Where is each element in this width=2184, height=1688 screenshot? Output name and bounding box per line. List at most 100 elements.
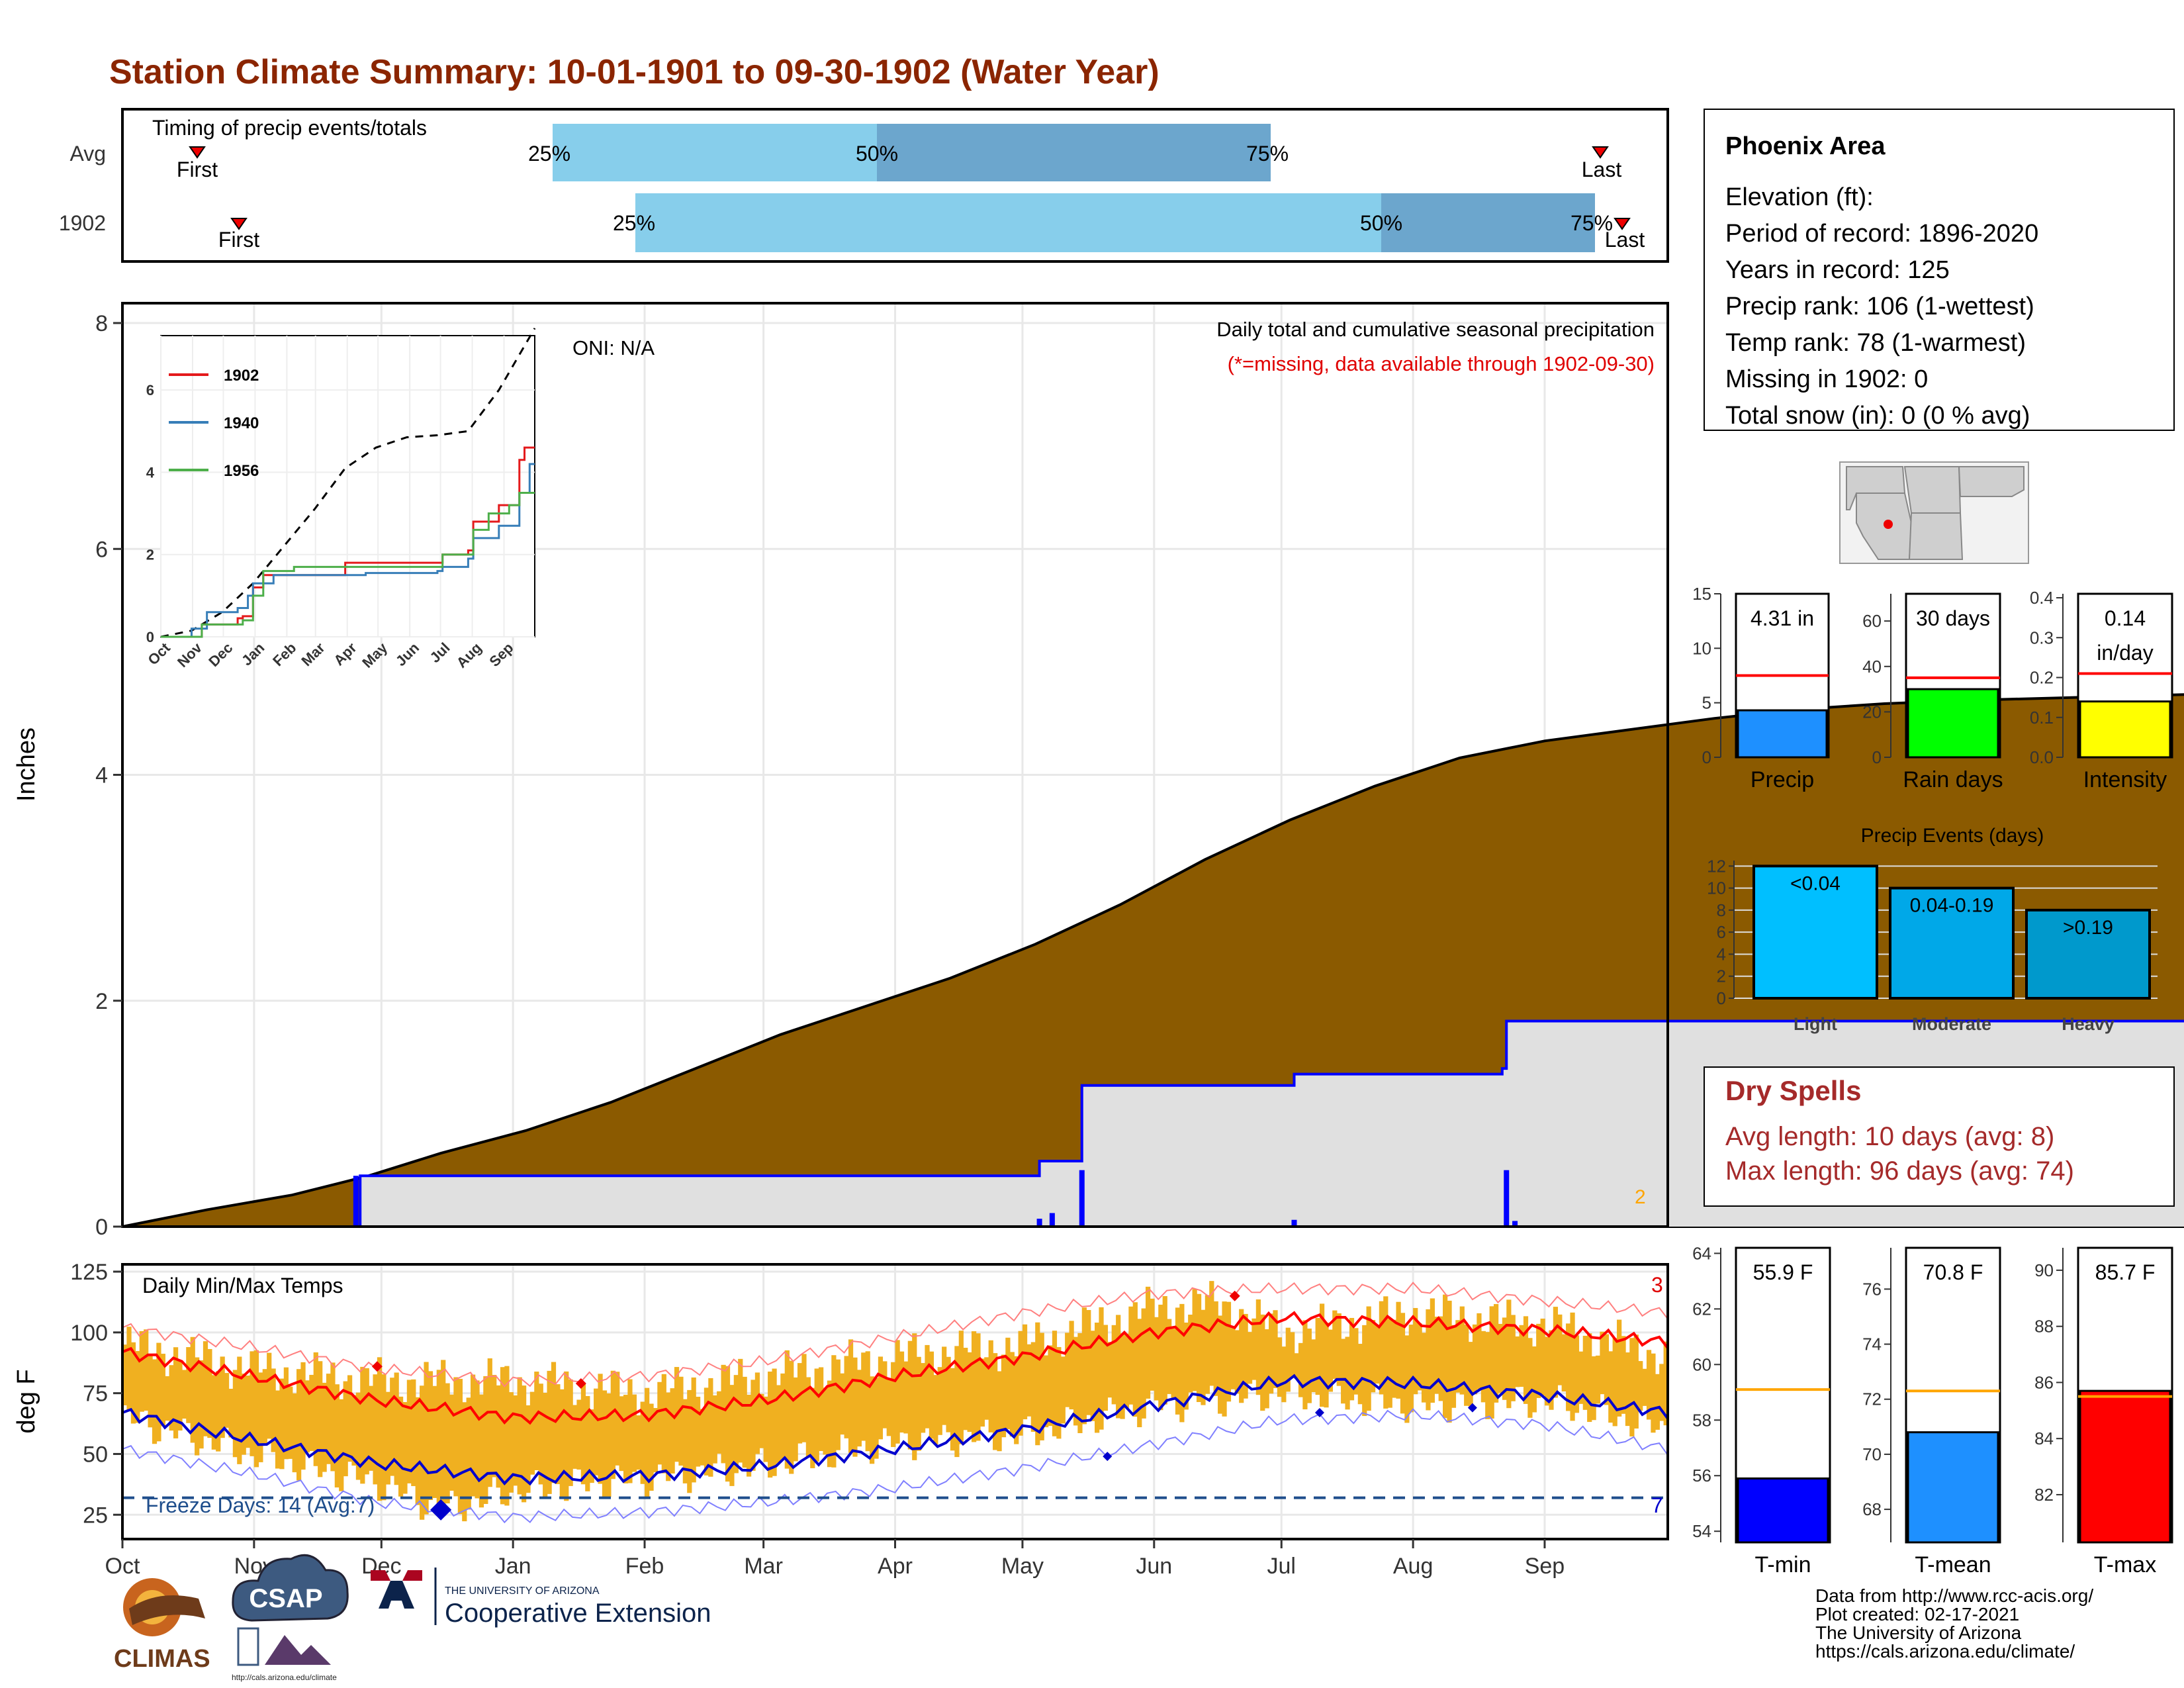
- daily-temp-range-220: [1056, 1346, 1062, 1439]
- daily-temp-range-281: [1315, 1317, 1320, 1395]
- daily-temp-range-89: [500, 1367, 506, 1505]
- daily-temp-range-26: [232, 1370, 238, 1458]
- daily-temp-range-278: [1302, 1320, 1308, 1410]
- daily-temp-range-210: [1014, 1356, 1019, 1444]
- daily-temp-range-1: [126, 1327, 132, 1412]
- daily-temp-range-37: [279, 1378, 285, 1470]
- daily-temp-range-232: [1107, 1342, 1113, 1398]
- daily-temp-range-332: [1531, 1346, 1537, 1413]
- daily-temp-range-222: [1065, 1333, 1070, 1407]
- avg-timing-bar-mid: [877, 124, 1271, 181]
- daily-temp-range-191: [933, 1375, 938, 1445]
- daily-temp-range-109: [585, 1395, 590, 1491]
- footer-line-ua: The University of Arizona: [1815, 1622, 2022, 1643]
- daily-temp-range-246: [1167, 1319, 1172, 1394]
- daily-temp-range-245: [1162, 1295, 1167, 1405]
- daily-temp-range-32: [258, 1372, 263, 1462]
- daily-temp-range-187: [916, 1356, 921, 1451]
- daily-temp-range-257: [1213, 1301, 1218, 1396]
- daily-temp-range-228: [1090, 1331, 1095, 1421]
- daily-temp-range-225: [1077, 1333, 1083, 1433]
- daily-temp-range-155: [780, 1373, 786, 1459]
- temp-yticks: 25 50 75 100 125: [70, 1260, 122, 1528]
- ua-a-mark-icon: [379, 1581, 414, 1609]
- precip_total-value-bar: [1737, 709, 1828, 759]
- daily-temp-range-180: [886, 1378, 891, 1436]
- daily-temp-range-313: [1451, 1325, 1457, 1408]
- daily-temp-range-218: [1048, 1345, 1053, 1427]
- daily-temp-range-167: [831, 1355, 837, 1468]
- daily-temp-range-108: [580, 1382, 586, 1485]
- freeze-label: Freeze Days: 14 (Avg:7): [146, 1493, 375, 1517]
- events-bar-Light: [1752, 865, 1878, 1000]
- events-tick-label-3: 6: [1717, 922, 1726, 942]
- daily-temp-range-164: [819, 1367, 824, 1452]
- daily-temp-range-334: [1540, 1318, 1545, 1396]
- daily-temp-range-62: [385, 1391, 390, 1485]
- map-state-east: [1958, 466, 2025, 497]
- daily-temp-range-362: [1659, 1364, 1664, 1421]
- daily-temp-range-316: [1464, 1325, 1469, 1406]
- daily-temp-range-86: [487, 1358, 492, 1487]
- daily-temp-range-15: [186, 1347, 191, 1423]
- year-first-label: First: [218, 228, 259, 252]
- daily-temp-range-2: [130, 1342, 136, 1424]
- precip_total-tick-label-0: 0: [1702, 747, 1711, 767]
- daily-temp-range-168: [835, 1359, 841, 1450]
- daily-temp-range-44: [309, 1374, 314, 1451]
- dry-spells-max: Max length: 96 days (avg: 74): [1725, 1156, 2074, 1186]
- daily-temp-range-274: [1285, 1327, 1291, 1392]
- daily-temp-range-182: [895, 1340, 900, 1444]
- daily-temp-range-118: [623, 1395, 629, 1483]
- daily-temp-range-349: [1604, 1334, 1609, 1405]
- daily-temp-range-84: [478, 1394, 484, 1508]
- daily-temp-range-75: [441, 1360, 446, 1516]
- daily-temp-range-361: [1655, 1374, 1660, 1430]
- events-bar-Heavy: [2025, 908, 2151, 1000]
- avg-p50-label: 50%: [856, 142, 898, 165]
- climas-logo: CLIMAS: [114, 1578, 210, 1673]
- daily-temp-range-160: [801, 1354, 807, 1442]
- daily-temp-range-238: [1132, 1302, 1138, 1417]
- missing-count: 2: [1635, 1186, 1646, 1208]
- inset-line-1940: [161, 463, 535, 638]
- intensity-tick-label-0: 0.0: [2030, 747, 2054, 767]
- daily-temp-range-303: [1408, 1325, 1414, 1413]
- temp-ytick-label-0: 25: [83, 1503, 108, 1528]
- daily-temp-range-158: [793, 1377, 798, 1462]
- daily-temp-range-342: [1574, 1335, 1580, 1413]
- daily-temp-range-206: [997, 1371, 1002, 1452]
- daily-temp-range-265: [1247, 1332, 1253, 1384]
- daily-temp-range-38: [283, 1367, 289, 1460]
- daily-temp-range-50: [334, 1384, 340, 1488]
- daily-temp-range-236: [1124, 1333, 1130, 1408]
- daily-temp-range-203: [984, 1357, 989, 1420]
- station-line-missing: Missing in 1902: 0: [1725, 365, 1928, 393]
- tmax-record-marker-0: [371, 1361, 383, 1372]
- daily-temp-range-212: [1022, 1324, 1028, 1420]
- daily-temp-range-305: [1417, 1323, 1422, 1391]
- precip_total-tick-label-1: 5: [1702, 693, 1711, 713]
- daily-temp-range-329: [1519, 1325, 1524, 1387]
- daily-temp-range-163: [814, 1368, 819, 1462]
- daily-temp-range-345: [1587, 1333, 1592, 1423]
- daily-temp-range-277: [1298, 1342, 1304, 1397]
- daily-temp-range-113: [602, 1390, 608, 1499]
- daily-temp-range-149: [754, 1372, 760, 1454]
- tmin_bar-tick-label-1: 56: [1692, 1466, 1711, 1485]
- daily-temp-range-294: [1370, 1320, 1376, 1393]
- inset-legend-label-1956: 1956: [224, 462, 259, 480]
- daily-temp-range-135: [696, 1397, 701, 1467]
- daily-temp-range-41: [296, 1369, 302, 1481]
- daily-temp-range-271: [1273, 1310, 1278, 1388]
- daily-temp-range-355: [1629, 1338, 1635, 1436]
- daily-temp-range-215: [1035, 1322, 1040, 1446]
- daily-temp-range-229: [1094, 1323, 1100, 1433]
- month-label-Aug: Aug: [1393, 1554, 1433, 1579]
- avg-p75-label: 75%: [1246, 142, 1289, 165]
- daily-temp-range-310: [1438, 1316, 1443, 1401]
- footer-line-date: Plot created: 02-17-2021: [1815, 1604, 2019, 1624]
- daily-temp-range-193: [942, 1346, 947, 1425]
- daily-temp-range-3: [135, 1350, 140, 1423]
- daily-temp-range-326: [1506, 1299, 1512, 1409]
